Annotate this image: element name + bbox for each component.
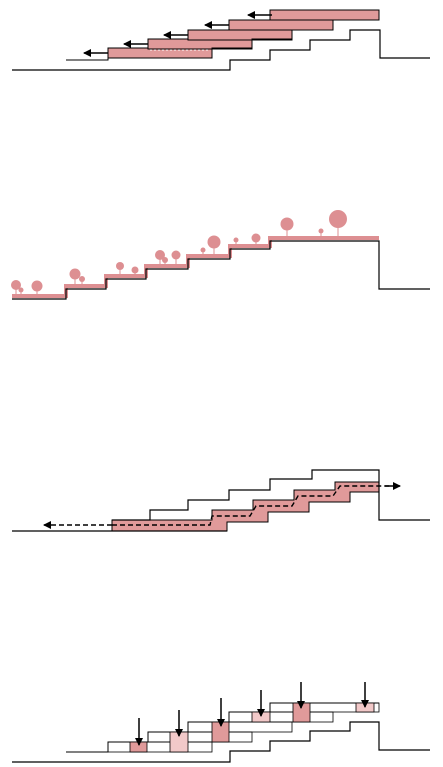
panel-vegetated-terraces [11, 210, 430, 300]
tree [116, 262, 124, 274]
tree [280, 217, 294, 236]
tree [155, 250, 165, 264]
terrain-line [12, 240, 430, 300]
tree [69, 268, 81, 284]
terrain-line-lower [12, 721, 430, 763]
tree [207, 235, 221, 254]
slab-stack [107, 9, 380, 59]
tree [171, 250, 181, 264]
slide-arrows [83, 11, 272, 57]
tree [233, 237, 239, 244]
tree [162, 257, 168, 264]
panel-corridor-path [12, 469, 430, 532]
tree [251, 233, 261, 244]
terrain-inner-line [66, 19, 379, 61]
load-arrows [135, 682, 369, 746]
trees [11, 210, 347, 294]
box-frames [107, 702, 380, 753]
tree [131, 266, 139, 274]
terrain-upper-line [112, 469, 430, 521]
slab-4 [228, 19, 334, 31]
tree [18, 287, 24, 294]
tree [11, 280, 21, 294]
shaded-corridor [111, 481, 380, 532]
tree [79, 276, 85, 284]
tree [318, 228, 324, 236]
panel-shifted-slabs [12, 9, 430, 71]
slab-5 [269, 9, 380, 21]
tree [200, 247, 206, 254]
terrain-outer-line [12, 29, 430, 71]
tree [329, 210, 347, 236]
panel-vertical-loads [12, 682, 430, 763]
ground-highlight [12, 236, 379, 298]
tree [31, 280, 43, 294]
